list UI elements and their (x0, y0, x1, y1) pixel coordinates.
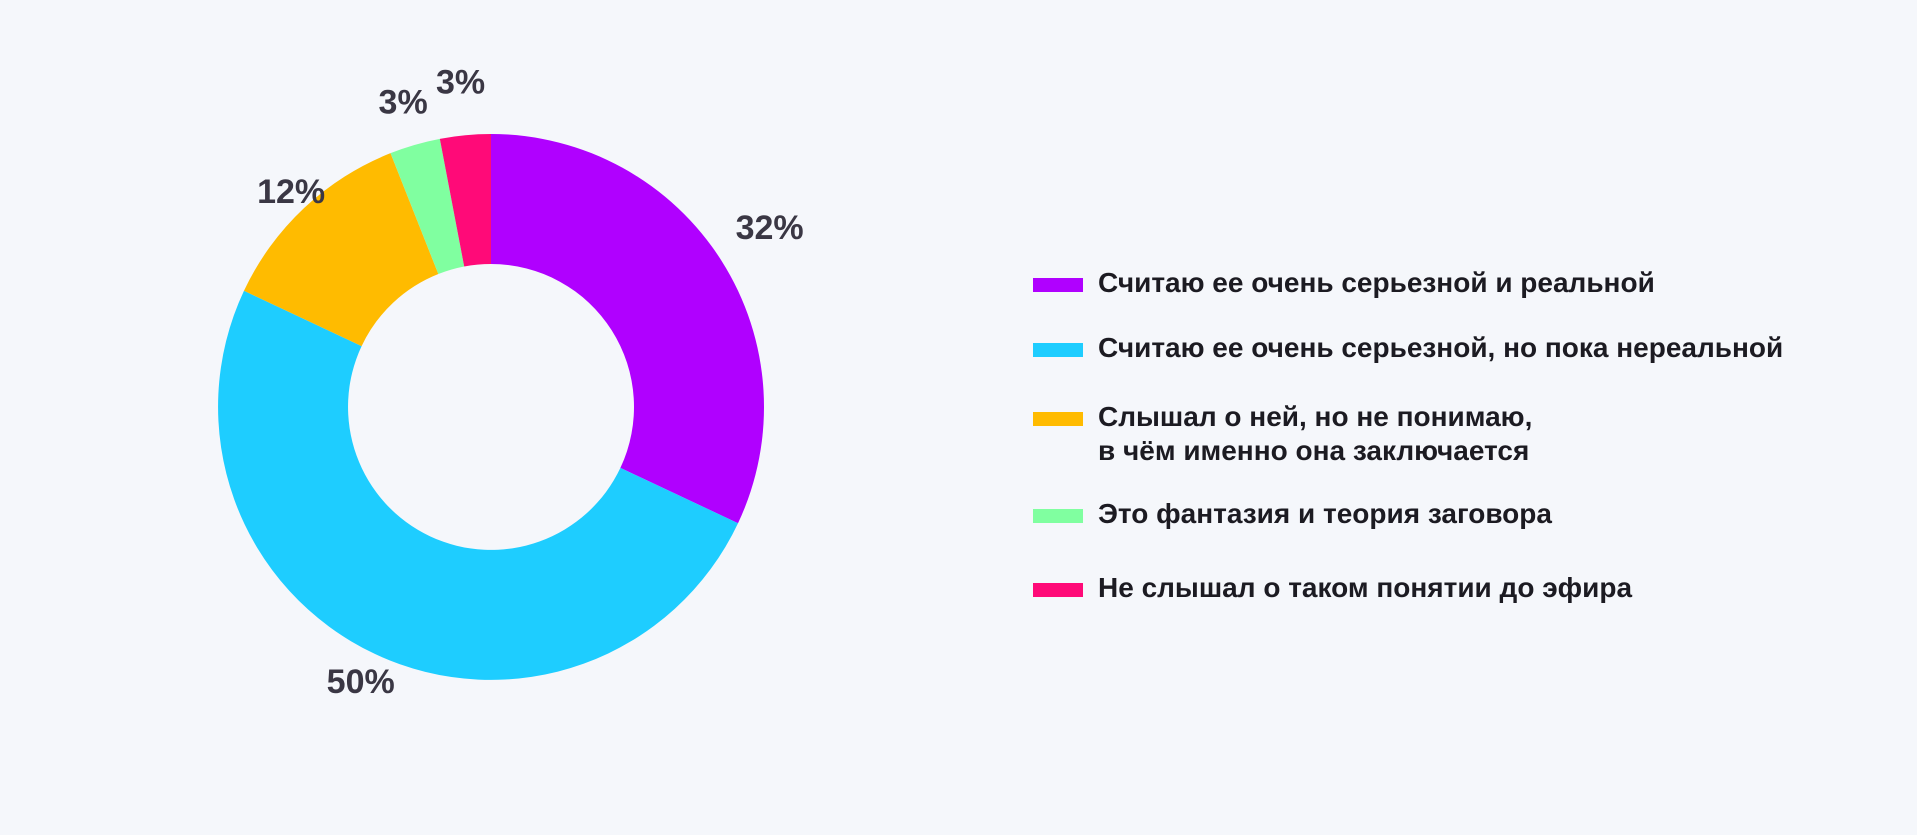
donut-slice-5 (439, 134, 491, 267)
legend-label-3: Слышал о ней, но не понимаю, в чём именн… (1098, 401, 1533, 466)
slice-value-label-2: 50% (327, 663, 395, 701)
donut-slices (218, 134, 764, 680)
legend-swatch-1 (1033, 278, 1083, 292)
legend-item-1: Считаю ее очень серьезной и реальной (1033, 266, 1655, 300)
legend-swatch-3 (1033, 412, 1083, 426)
legend-item-4: Это фантазия и теория заговора (1033, 497, 1552, 531)
legend-item-2: Считаю ее очень серьезной, но пока нереа… (1033, 331, 1783, 365)
donut-slice-2 (218, 290, 739, 680)
slice-value-label-3: 12% (257, 173, 325, 211)
slice-value-label-4: 3% (379, 83, 428, 121)
donut-chart: 32% 50% 12% 3%3% (218, 63, 804, 701)
legend-label-5: Не слышал о таком понятии до эфира (1098, 572, 1633, 603)
slice-value-label-1: 32% (736, 209, 804, 247)
legend-label-1: Считаю ее очень серьезной и реальной (1098, 267, 1655, 298)
donut-slice-1 (491, 134, 764, 524)
slice-value-label-5: 3% (436, 63, 485, 101)
legend-swatch-2 (1033, 343, 1083, 357)
slice-value-labels: 32% 50% 12% 3%3% (257, 63, 804, 700)
legend-item-5: Не слышал о таком понятии до эфира (1033, 571, 1632, 605)
legend-label-2: Считаю ее очень серьезной, но пока нереа… (1098, 332, 1784, 363)
legend-item-3: Слышал о ней, но не понимаю, в чём именн… (1033, 400, 1532, 468)
donut-slice-4 (390, 138, 465, 275)
chart-legend: Считаю ее очень серьезной и реальной Счит… (1033, 0, 1913, 835)
donut-slice-3 (243, 153, 439, 347)
legend-swatch-4 (1033, 509, 1083, 523)
legend-label-4: Это фантазия и теория заговора (1098, 498, 1552, 529)
legend-swatch-5 (1033, 583, 1083, 597)
